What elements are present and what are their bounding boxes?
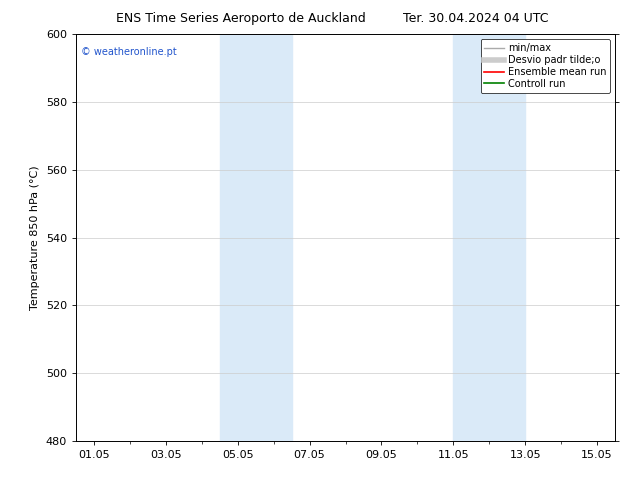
Bar [220,34,292,441]
Text: Ter. 30.04.2024 04 UTC: Ter. 30.04.2024 04 UTC [403,12,548,25]
Y-axis label: Temperature 850 hPa (°C): Temperature 850 hPa (°C) [30,165,40,310]
Text: ENS Time Series Aeroporto de Auckland: ENS Time Series Aeroporto de Auckland [116,12,366,25]
Legend: min/max, Desvio padr tilde;o, Ensemble mean run, Controll run: min/max, Desvio padr tilde;o, Ensemble m… [481,39,610,93]
Bar [453,34,525,441]
Text: © weatheronline.pt: © weatheronline.pt [81,47,178,56]
